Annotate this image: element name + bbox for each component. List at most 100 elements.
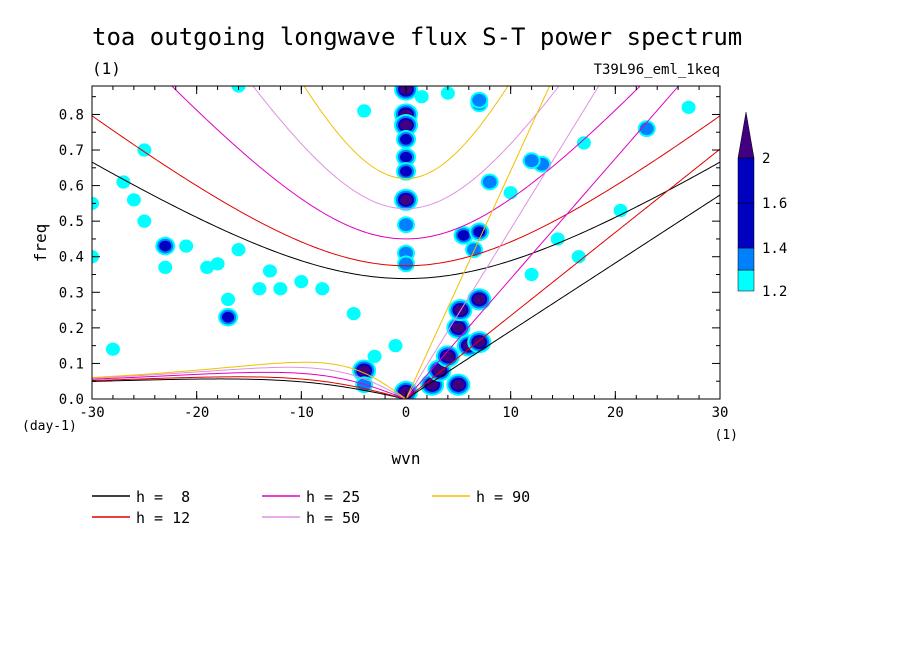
chart-title: toa outgoing longwave flux S-T power spe… [92, 23, 742, 51]
contour-blob [352, 359, 377, 382]
contour-blob [453, 226, 474, 245]
rossby-wave-curve [92, 361, 407, 399]
rossby-wave-curve [92, 366, 407, 399]
contour-blob [397, 216, 415, 234]
colorbar-label: 1.2 [762, 284, 787, 300]
rossby-wave-curve [92, 371, 407, 399]
x-tick-label: 20 [607, 405, 624, 421]
contour-blob [571, 250, 586, 264]
colorbar-segment [737, 202, 755, 249]
contour-blob [158, 260, 173, 274]
y-axis-label: freq [31, 224, 50, 263]
colorbar-segment [737, 269, 755, 292]
colorbar-arrow [737, 111, 755, 159]
contour-blob [613, 203, 628, 218]
contour-blob [681, 100, 696, 114]
rossby-wave-curve [92, 378, 407, 399]
contour-blob [396, 147, 416, 167]
legend-item: h = 8 [92, 488, 190, 506]
contour-blob [446, 373, 471, 396]
contour-blob [397, 255, 415, 273]
contour-blob [576, 136, 591, 150]
dispersion-curve [92, 161, 720, 399]
contour-blob [126, 193, 141, 207]
legend-item: h = 25 [262, 488, 360, 506]
x-tick-label: 30 [712, 405, 729, 421]
y-units-label: (day-1) [22, 419, 77, 434]
dispersion-curve [92, 115, 720, 399]
contour-blob [252, 282, 267, 296]
gravity-wave-curve [252, 86, 560, 210]
x-tick-label: -20 [184, 405, 209, 421]
x-tick-label: -10 [289, 405, 314, 421]
x-units-label: (1) [715, 428, 738, 443]
contour-blob [394, 114, 418, 137]
colorbar-label: 1.6 [762, 196, 787, 212]
legend-item: h = 12 [92, 509, 190, 527]
legend-label: h = 25 [306, 488, 360, 506]
contour-blob [273, 282, 288, 296]
contour-blob [467, 288, 492, 311]
colorbar-label: 1.4 [762, 241, 787, 257]
contour-blob [262, 264, 277, 278]
contour-blob [480, 173, 499, 191]
contour-blob [210, 257, 225, 271]
legend-item: h = 50 [262, 509, 360, 527]
y-tick-label: 0.3 [59, 285, 84, 301]
contour-blob [367, 349, 382, 363]
contour-blob [346, 307, 361, 321]
dispersion-curve [92, 86, 551, 399]
contour-blob [469, 222, 490, 242]
contour-blob [435, 345, 460, 368]
y-tick-label: 0.4 [59, 250, 84, 266]
colorbar-segment [737, 247, 755, 271]
x-tick-label: 10 [502, 405, 519, 421]
x-axis-label: wvn [392, 449, 421, 468]
kelvin-wave-curve [405, 86, 600, 399]
contour-blob [137, 214, 152, 228]
y-tick-label: 0.0 [59, 392, 84, 408]
contour-blob [315, 282, 330, 296]
chart-subtitle-left: (1) [92, 59, 121, 78]
y-tick-label: 0.6 [59, 179, 84, 195]
y-tick-label: 0.8 [59, 107, 84, 123]
contour-blob [155, 236, 176, 256]
y-tick-label: 0.5 [59, 214, 84, 230]
contour-blob [522, 152, 541, 170]
legend-label: h = 8 [136, 488, 190, 506]
x-tick-label: 0 [402, 405, 410, 421]
colorbar-label: 2 [762, 151, 770, 167]
contour-blob [503, 186, 518, 200]
legend-label: h = 50 [306, 509, 360, 527]
contour-blob [396, 130, 416, 149]
contour-blob [137, 143, 152, 157]
y-tick-label: 0.2 [59, 321, 84, 337]
y-tick-label: 0.1 [59, 356, 84, 372]
kelvin-wave-curve [405, 194, 720, 399]
kelvin-wave-curve [405, 86, 680, 399]
contour-blob [116, 175, 131, 189]
y-tick-label: 0.7 [59, 143, 84, 159]
colorbar-segment [737, 157, 755, 204]
contour-blob [294, 275, 309, 289]
gravity-wave-curve [92, 161, 720, 280]
legend-label: h = 90 [476, 488, 530, 506]
contour-blob [218, 307, 239, 327]
dispersion-curve [92, 86, 680, 399]
contour-blob [637, 120, 656, 138]
x-tick-label: -30 [79, 405, 104, 421]
contour-blob [440, 86, 455, 100]
contour-blob [221, 292, 236, 307]
legend-label: h = 12 [136, 509, 190, 527]
gravity-wave-curve [92, 115, 720, 267]
contour-blob [396, 162, 416, 181]
contour-blob [394, 188, 418, 211]
contour-blob [179, 239, 194, 253]
contour-blob [231, 243, 246, 257]
contour-blob [388, 339, 403, 353]
gravity-wave-curve [171, 86, 641, 240]
legend-item: h = 90 [432, 488, 530, 506]
contour-blob [414, 90, 429, 104]
kelvin-wave-curve [405, 148, 720, 399]
